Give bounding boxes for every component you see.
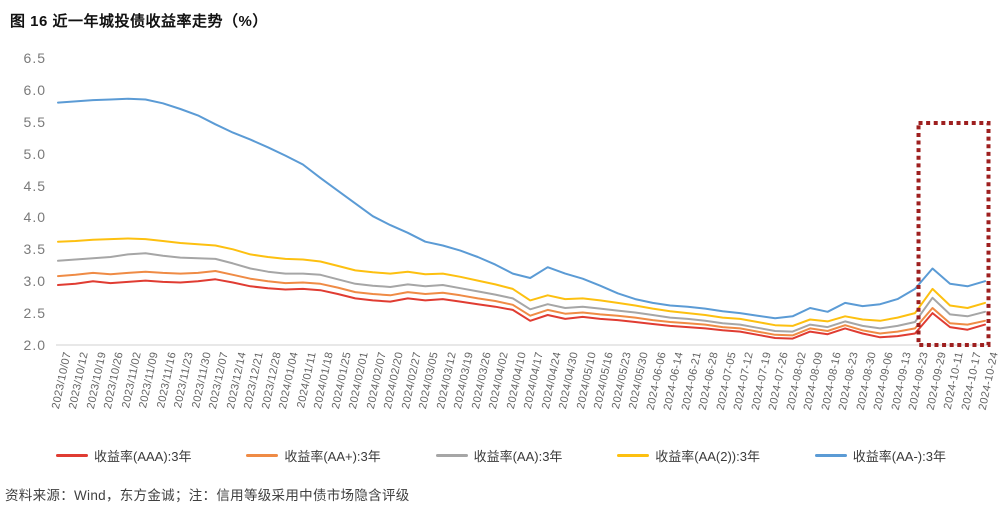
series-line-aaa — [57, 278, 986, 340]
legend-item-aa: 收益率(AA):3年 — [435, 446, 563, 465]
series-line-aa-plus — [57, 270, 986, 337]
y-tick-label: 5.0 — [23, 145, 46, 162]
legend-marker-aa2 — [617, 454, 650, 457]
chart-legend: 收益率(AAA):3年 收益率(AA+):3年 收益率(AA):3年 收益率(AA(2… — [0, 446, 1004, 465]
y-tick-label: 2.0 — [23, 337, 46, 353]
y-tick-label: 6.0 — [23, 81, 46, 98]
y-tick-label: 2.5 — [23, 305, 46, 322]
y-tick-label: 4.0 — [23, 209, 46, 226]
legend-item-aa-plus: 收益率(AA+):3年 — [246, 446, 381, 465]
legend-item-aa2: 收益率(AA(2)):3年 — [617, 446, 760, 465]
legend-label-aa: 收益率(AA):3年 — [473, 449, 563, 464]
legend-item-aaa: 收益率(AAA):3年 — [56, 446, 192, 465]
y-tick-label: 5.5 — [23, 113, 46, 130]
y-tick-label: 4.5 — [23, 177, 46, 194]
legend-marker-aa — [435, 454, 468, 457]
series-line-aa-minus — [57, 97, 986, 320]
y-tick-label: 3.0 — [23, 273, 46, 290]
legend-label-aa-minus: 收益率(AA-):3年 — [852, 449, 946, 464]
legend-label-aa2: 收益率(AA(2)):3年 — [655, 449, 760, 464]
highlight-box — [916, 121, 991, 347]
legend-label-aa-plus: 收益率(AA+):3年 — [284, 449, 381, 464]
legend-marker-aa-plus — [246, 454, 279, 457]
series-line-aa2 — [57, 237, 986, 327]
y-tick-label: 3.5 — [23, 241, 46, 258]
series-line-aa — [57, 252, 986, 333]
figure-title: 图 16 近一年城投债收益率走势（%） — [10, 13, 268, 30]
legend-marker-aa-minus — [814, 454, 847, 457]
legend-label-aaa: 收益率(AAA):3年 — [94, 449, 192, 464]
source-note: 资料来源：Wind，东方金诚；注：信用等级采用中债市场隐含评级 — [5, 488, 410, 503]
legend-marker-aaa — [56, 454, 88, 457]
y-tick-label: 6.5 — [23, 50, 46, 66]
legend-item-aa-minus: 收益率(AA-):3年 — [814, 446, 946, 465]
